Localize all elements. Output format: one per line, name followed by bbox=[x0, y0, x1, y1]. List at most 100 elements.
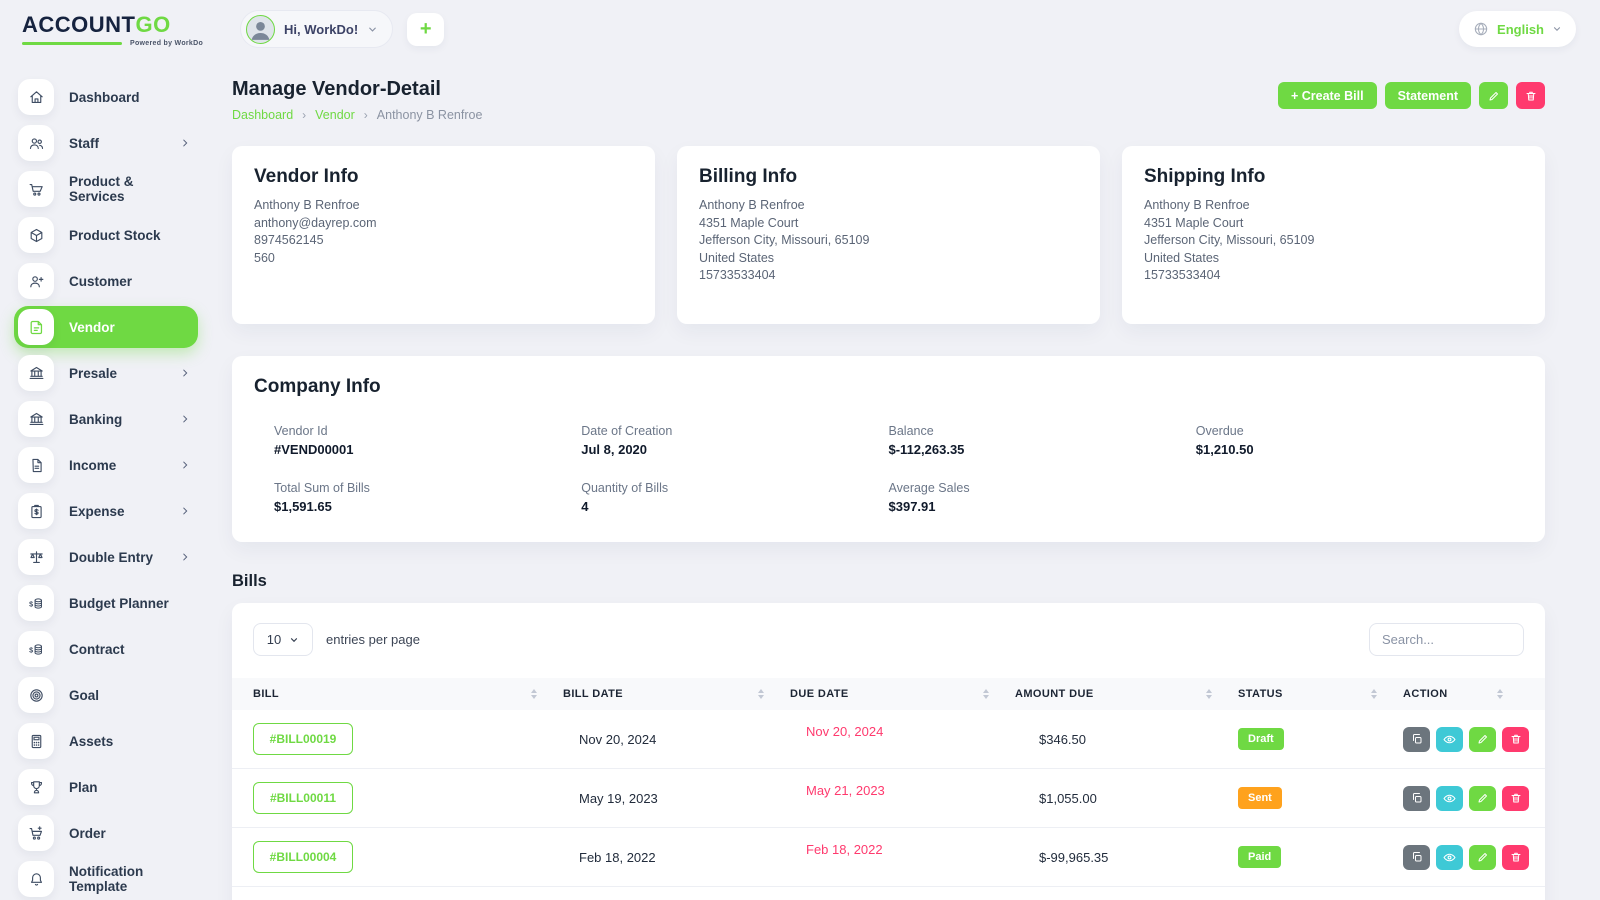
vendor-info-title: Vendor Info bbox=[254, 166, 359, 187]
due-date-link[interactable]: May 21, 2023 bbox=[806, 782, 885, 798]
column-header-status[interactable]: Status bbox=[1238, 688, 1403, 700]
amount-due-cell: $-99,965.35 bbox=[1039, 849, 1109, 865]
logo-text-go: GO bbox=[135, 11, 171, 37]
table-row: #BILL00019 Nov 20, 2024 Nov 20, 2024 $34… bbox=[232, 710, 1545, 769]
edit-vendor-button[interactable] bbox=[1479, 82, 1508, 109]
status-badge: Paid bbox=[1238, 846, 1282, 868]
delete-vendor-button[interactable] bbox=[1516, 82, 1545, 109]
cart-icon bbox=[18, 171, 54, 207]
logo-text-account: ACCOUNT bbox=[22, 11, 136, 37]
delete-bill-button[interactable] bbox=[1502, 844, 1529, 870]
breadcrumb-vendor[interactable]: Vendor bbox=[315, 108, 355, 122]
company-info-title: Company Info bbox=[254, 376, 381, 397]
top-bar: ACCOUNT GO Powered by WorkDo Hi, WorkDo! … bbox=[0, 0, 1600, 58]
coins-dollar-icon: $ bbox=[18, 631, 54, 667]
amount-due-cell: $346.50 bbox=[1039, 731, 1086, 747]
logo-powered-by: Powered by WorkDo bbox=[130, 39, 204, 47]
sidebar-item-expense[interactable]: Expense bbox=[14, 488, 198, 534]
file-text-icon bbox=[18, 447, 54, 483]
sidebar-item-banking[interactable]: Banking bbox=[14, 396, 198, 442]
view-bill-button[interactable] bbox=[1436, 844, 1463, 870]
duplicate-bill-button[interactable] bbox=[1403, 844, 1430, 870]
view-bill-button[interactable] bbox=[1436, 726, 1463, 752]
breadcrumb: Dashboard › Vendor › Anthony B Renfroe bbox=[232, 108, 482, 122]
sidebar-item-presale[interactable]: Presale bbox=[14, 350, 198, 396]
field-total-sum-of-bills: Total Sum of Bills $1,591.65 bbox=[274, 481, 370, 514]
sidebar-item-dashboard[interactable]: Dashboard bbox=[14, 74, 198, 120]
svg-text:$: $ bbox=[29, 646, 33, 654]
duplicate-bill-button[interactable] bbox=[1403, 785, 1430, 811]
scale-icon bbox=[18, 539, 54, 575]
copy-icon bbox=[1411, 851, 1423, 863]
breadcrumb-current: Anthony B Renfroe bbox=[376, 108, 483, 122]
bills-section-title: Bills bbox=[232, 572, 267, 590]
column-header-amount-due[interactable]: Amount Due bbox=[1015, 688, 1238, 700]
bill-number-link[interactable]: #BILL00004 bbox=[253, 841, 353, 873]
sidebar-item-vendor[interactable]: Vendor bbox=[14, 306, 198, 348]
create-bill-button[interactable]: + Create Bill bbox=[1277, 82, 1377, 109]
statement-button[interactable]: Statement bbox=[1384, 82, 1471, 109]
pencil-icon bbox=[1477, 851, 1489, 863]
copy-icon bbox=[1411, 733, 1423, 745]
edit-bill-button[interactable] bbox=[1469, 785, 1496, 811]
breadcrumb-dashboard[interactable]: Dashboard bbox=[232, 108, 294, 122]
vendor-extra: 560 bbox=[254, 250, 275, 265]
sidebar-item-notification-template[interactable]: Notification Template bbox=[14, 856, 198, 900]
delete-bill-button[interactable] bbox=[1502, 785, 1529, 811]
chevron-right-icon bbox=[180, 414, 190, 424]
edit-bill-button[interactable] bbox=[1469, 844, 1496, 870]
due-date-link[interactable]: Nov 20, 2024 bbox=[806, 723, 884, 739]
column-header-bill[interactable]: Bill bbox=[253, 688, 563, 700]
cart-plus-icon bbox=[18, 815, 54, 851]
sort-icon bbox=[758, 689, 764, 699]
due-date-link[interactable]: Feb 18, 2022 bbox=[806, 841, 883, 857]
bill-date-cell: Nov 20, 2024 bbox=[579, 731, 657, 747]
sidebar-item-staff[interactable]: Staff bbox=[14, 120, 198, 166]
chevron-down-icon bbox=[1552, 24, 1562, 34]
sidebar-item-double-entry[interactable]: Double Entry bbox=[14, 534, 198, 580]
table-row: #BILL00011 May 19, 2023 May 21, 2023 $1,… bbox=[232, 769, 1545, 828]
sidebar-item-product-services[interactable]: Product & Services bbox=[14, 166, 198, 212]
svg-text:$: $ bbox=[29, 600, 33, 608]
column-header-action[interactable]: Action bbox=[1403, 688, 1529, 700]
edit-bill-button[interactable] bbox=[1469, 726, 1496, 752]
sidebar-item-contract[interactable]: $ Contract bbox=[14, 626, 198, 672]
shipping-phone: 15733533404 bbox=[1144, 268, 1221, 282]
user-menu[interactable]: Hi, WorkDo! bbox=[240, 10, 394, 48]
pencil-icon bbox=[1477, 733, 1489, 745]
language-selector[interactable]: English bbox=[1459, 11, 1576, 47]
eye-icon bbox=[1443, 851, 1456, 864]
view-bill-button[interactable] bbox=[1436, 785, 1463, 811]
eye-icon bbox=[1443, 733, 1456, 746]
bill-date-cell: Feb 18, 2022 bbox=[579, 849, 656, 865]
sidebar-item-goal[interactable]: Goal bbox=[14, 672, 198, 718]
search-input[interactable] bbox=[1369, 623, 1524, 656]
clipboard-dollar-icon bbox=[18, 493, 54, 529]
sidebar-item-budget-planner[interactable]: $ Budget Planner bbox=[14, 580, 198, 626]
sidebar-item-product-stock[interactable]: Product Stock bbox=[14, 212, 198, 258]
add-workspace-button[interactable]: + bbox=[407, 12, 445, 46]
field-vendor-id: Vendor Id #VEND00001 bbox=[274, 424, 354, 457]
page-size-select[interactable]: 10 bbox=[253, 623, 313, 656]
column-header-due-date[interactable]: Due Date bbox=[790, 688, 1015, 700]
bill-number-link[interactable]: #BILL00011 bbox=[253, 782, 353, 814]
entries-per-page-label: entries per page bbox=[326, 632, 420, 647]
billing-city: Jefferson City, Missouri, 65109 bbox=[699, 233, 870, 247]
bill-number-link[interactable]: #BILL00019 bbox=[253, 723, 353, 755]
sidebar-item-income[interactable]: Income bbox=[14, 442, 198, 488]
sidebar-item-plan[interactable]: Plan bbox=[14, 764, 198, 810]
sidebar-item-assets[interactable]: Assets bbox=[14, 718, 198, 764]
duplicate-bill-button[interactable] bbox=[1403, 726, 1430, 752]
trash-icon bbox=[1510, 851, 1522, 863]
sidebar-item-customer[interactable]: Customer bbox=[14, 258, 198, 304]
calculator-icon bbox=[18, 723, 54, 759]
delete-bill-button[interactable] bbox=[1502, 726, 1529, 752]
field-average-sales: Average Sales $397.91 bbox=[888, 481, 970, 514]
column-header-bill-date[interactable]: Bill Date bbox=[563, 688, 790, 700]
billing-street: 4351 Maple Court bbox=[699, 215, 799, 230]
sidebar-item-order[interactable]: Order bbox=[14, 810, 198, 856]
chevron-down-icon bbox=[289, 635, 299, 645]
target-icon bbox=[18, 677, 54, 713]
vendor-phone: 8974562145 bbox=[254, 233, 324, 247]
sort-icon bbox=[983, 689, 989, 699]
